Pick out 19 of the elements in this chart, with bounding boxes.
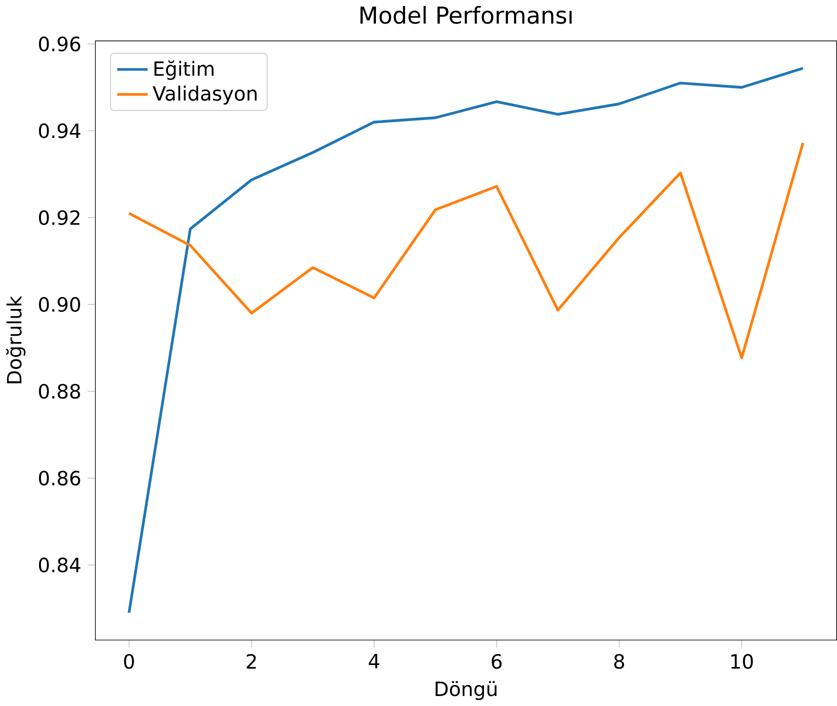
y-tick-label: 0.90 xyxy=(38,297,80,312)
x-tick-label: 4 xyxy=(368,654,380,668)
y-tick-label: 0.92 xyxy=(38,210,80,226)
y-tick-label: 0.96 xyxy=(38,36,80,52)
y-tick-label: 0.86 xyxy=(38,470,80,486)
legend-label: Eğitim xyxy=(154,60,214,80)
x-tick-label: 6 xyxy=(492,654,502,669)
x-tick-label: 10 xyxy=(731,654,753,669)
x-tick-label: 0 xyxy=(124,654,134,669)
y-axis-title: Doğruluk xyxy=(6,296,26,384)
line-series xyxy=(128,142,804,360)
y-tick-label: 0.84 xyxy=(38,558,80,572)
x-tick-label: 8 xyxy=(614,654,624,669)
chart-title: Model Performansı xyxy=(360,6,572,24)
y-tick-label: 0.94 xyxy=(38,123,80,138)
y-tick-label: 0.88 xyxy=(38,384,80,399)
x-tick-label: 2 xyxy=(246,654,256,669)
x-axis-title: Döngü xyxy=(436,681,496,700)
legend-label: Validasyon xyxy=(152,86,257,105)
